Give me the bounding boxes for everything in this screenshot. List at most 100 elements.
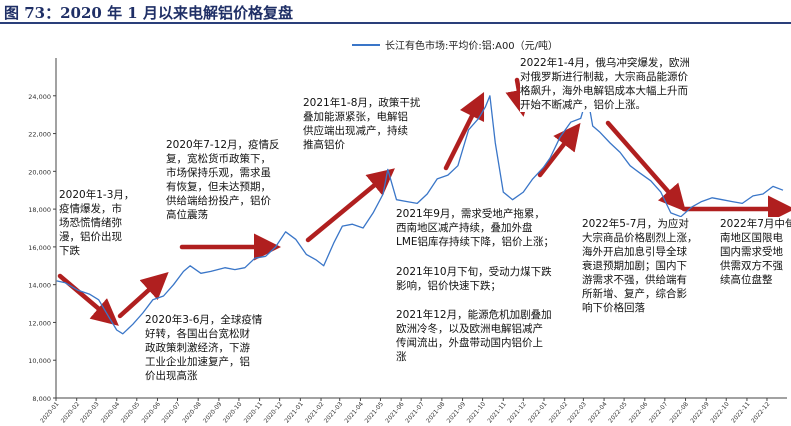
annotation-line: 叠加能源紧张，电解铝 bbox=[303, 111, 408, 123]
annotation-line: 2020年1-3月， bbox=[59, 189, 135, 201]
x-tick-label: 2020-02 bbox=[60, 401, 82, 425]
annotation-line: 大宗商品价格剧烈上涨， bbox=[582, 232, 698, 244]
annotation-line: 疫情爆发，市 bbox=[59, 203, 122, 215]
y-tick-label: 18,000 bbox=[28, 206, 51, 214]
x-tick-label: 2021-12 bbox=[506, 401, 528, 425]
legend-label: 长江有色市场:平均价:铝:A00（元/吨） bbox=[385, 41, 559, 52]
annotation-line: 开始不断减产，铝价上涨。 bbox=[520, 99, 646, 111]
annotation-line: 复，宽松货币政策下， bbox=[166, 153, 271, 165]
ann-2021-dec: 2021年12月，能源危机加剧叠加 欧洲冷冬，以及欧洲电解铝减产 传闻流出，外盘带动… bbox=[396, 308, 552, 364]
annotation-line: 供给端给扮投产，铝价 bbox=[166, 195, 271, 207]
y-tick-label: 22,000 bbox=[28, 131, 51, 139]
annotation-line: 传闻流出，外盘带动国内铝价上 bbox=[396, 337, 543, 349]
ann-2022-jan-apr: 2022年1-4月，俄乌冲突爆发，欧洲 对俄罗斯进行制裁，大宗商品能源价 格飙升，海… bbox=[520, 56, 690, 112]
y-tick-label: 8,000 bbox=[32, 395, 51, 403]
ann-2020-jan-mar: 2020年1-3月， 疫情爆发，市 场恐慌情绪弥 漫，铝价出现 下跌 bbox=[59, 188, 135, 258]
annotation-line: 工业企业加速复产，铝 bbox=[145, 356, 250, 368]
x-tick-label: 2022-07 bbox=[648, 401, 670, 425]
y-tick-label: 16,000 bbox=[28, 244, 51, 252]
annotation-line: 南地区国限电 bbox=[720, 232, 783, 244]
x-tick-label: 2020-09 bbox=[202, 401, 224, 425]
annotation-line: 2021年10月下旬，受动力煤下跌 bbox=[396, 266, 552, 278]
ann-2021-jan-aug: 2021年1-8月，政策干扰 叠加能源紧张，电解铝 供应端出现减产，持续 推高铝价 bbox=[303, 96, 421, 152]
y-tick-label: 12,000 bbox=[28, 319, 51, 327]
annotation-line: 涨 bbox=[396, 351, 407, 363]
trend-arrow bbox=[537, 122, 581, 178]
annotation-line: 价出现高涨 bbox=[145, 370, 198, 382]
annotation-line: 西南地区减产持续，叠加外盘 bbox=[396, 222, 533, 234]
chart-legend: 长江有色市场:平均价:铝:A00（元/吨） bbox=[352, 37, 558, 52]
x-tick-label: 2020-05 bbox=[120, 401, 142, 425]
x-tick-label: 2020-08 bbox=[181, 401, 203, 425]
legend-swatch bbox=[352, 43, 380, 46]
x-tick-label: 2021-06 bbox=[384, 401, 406, 425]
trend-arrow bbox=[305, 168, 395, 243]
x-tick-label: 2022-03 bbox=[566, 401, 588, 425]
x-tick-label: 2021-01 bbox=[283, 401, 305, 425]
annotation-line: 2021年9月，需求受地产拖累， bbox=[396, 208, 545, 220]
annotation-line: 续高位盘整 bbox=[720, 274, 773, 286]
x-tick-label: 2021-10 bbox=[466, 401, 488, 425]
annotation-line: 格飙升，海外电解铝成本大幅上升而 bbox=[520, 85, 688, 97]
annotation-line: 政政策刺激经济，下游 bbox=[145, 342, 250, 354]
annotation-line: 供应端出现减产，持续 bbox=[303, 125, 408, 137]
x-tick-label: 2022-08 bbox=[669, 401, 691, 425]
x-tick-label: 2022-01 bbox=[527, 401, 549, 425]
x-tick-label: 2022-09 bbox=[689, 401, 711, 425]
trend-arrow bbox=[605, 120, 686, 212]
x-tick-label: 2020-10 bbox=[222, 401, 244, 425]
annotation-line: 2021年1-8月，政策干扰 bbox=[303, 97, 421, 109]
annotation-line: 2022年7月中旬 bbox=[720, 218, 791, 230]
annotation-line: 海外开启加息引导全球 bbox=[582, 246, 687, 258]
price-series-line bbox=[56, 95, 784, 335]
x-tick-label: 2021-05 bbox=[363, 401, 385, 425]
annotation-line: 2020年7-12月，疫情反 bbox=[166, 139, 280, 151]
x-tick-label: 2020-11 bbox=[243, 401, 265, 425]
annotation-line: 供需双方不强 bbox=[720, 260, 783, 272]
y-tick-label: 20,000 bbox=[28, 168, 51, 176]
annotation-line: 2020年3-6月，全球疫情 bbox=[145, 314, 263, 326]
annotation-line: 2021年12月，能源危机加剧叠加 bbox=[396, 309, 552, 321]
x-tick-label: 2021-08 bbox=[425, 401, 447, 425]
x-tick-label: 2020-04 bbox=[100, 401, 122, 425]
annotation-line: 影响，铝价快速下跌； bbox=[396, 280, 501, 292]
figure-title-bar: 图 73：2020 年 1 月以来电解铝价格复盘 bbox=[0, 0, 791, 24]
annotation-line: 下跌 bbox=[59, 245, 80, 257]
ann-2022-may-jul: 2022年5-7月，为应对 大宗商品价格剧烈上涨， 海外开启加息引导全球 衰退预期加剧… bbox=[582, 217, 698, 315]
ann-2020-mar-jun: 2020年3-6月，全球疫情 好转，各国出台宽松财 政政策刺激经济，下游 工业企业加速… bbox=[145, 313, 263, 383]
figure-title: 图 73：2020 年 1 月以来电解铝价格复盘 bbox=[4, 4, 293, 22]
ann-2020-jul-dec: 2020年7-12月，疫情反 复，宽松货币政策下， 市场保持乐观，需求虽 有恢复，但未… bbox=[166, 138, 280, 222]
x-tick-label: 2021-07 bbox=[404, 401, 426, 425]
x-tick-label: 2021-03 bbox=[323, 401, 345, 425]
annotation-line: 有恢复，但未达预期， bbox=[166, 181, 271, 193]
x-tick-label: 2022-05 bbox=[607, 401, 629, 425]
x-tick-label: 2020-03 bbox=[79, 401, 101, 425]
annotation-line: 高位震荡 bbox=[166, 209, 208, 221]
x-tick-label: 2020-01 bbox=[39, 401, 61, 425]
annotation-line: 游需求不强，供给端有 bbox=[582, 274, 687, 286]
annotation-line: 好转，各国出台宽松财 bbox=[145, 328, 250, 340]
x-tick-label: 2022-10 bbox=[709, 401, 731, 425]
x-tick-label: 2022-12 bbox=[750, 401, 772, 425]
ann-2021-sep: 2021年9月，需求受地产拖累， 西南地区减产持续，叠加外盘 LME铝库存持续下降，… bbox=[396, 207, 555, 249]
annotation-line: 2022年5-7月，为应对 bbox=[582, 218, 689, 230]
annotation-line: 响下价格回落 bbox=[582, 302, 645, 314]
y-tick-label: 14,000 bbox=[28, 282, 51, 290]
x-tick-label: 2021-11 bbox=[486, 401, 508, 425]
trend-arrow bbox=[117, 271, 169, 319]
x-tick-label: 2021-04 bbox=[343, 401, 365, 425]
y-tick-label: 10,000 bbox=[28, 357, 51, 365]
annotation-line: 推高铝价 bbox=[303, 139, 345, 151]
series-lines bbox=[56, 95, 784, 335]
annotation-line: 市场保持乐观，需求虽 bbox=[166, 167, 271, 179]
trend-arrows bbox=[57, 77, 791, 326]
annotation-line: LME铝库存持续下降，铝价上涨； bbox=[396, 236, 555, 248]
annotation-line: 所新增、复产，综合影 bbox=[582, 288, 687, 300]
x-tick-label: 2021-09 bbox=[446, 401, 468, 425]
annotation-line: 漫，铝价出现 bbox=[59, 231, 122, 243]
annotation-line: 场恐慌情绪弥 bbox=[59, 217, 122, 229]
annotation-line: 衰退预期加剧；国内下 bbox=[582, 260, 687, 272]
trend-arrow bbox=[443, 91, 485, 171]
x-tick-label: 2022-11 bbox=[730, 401, 752, 425]
